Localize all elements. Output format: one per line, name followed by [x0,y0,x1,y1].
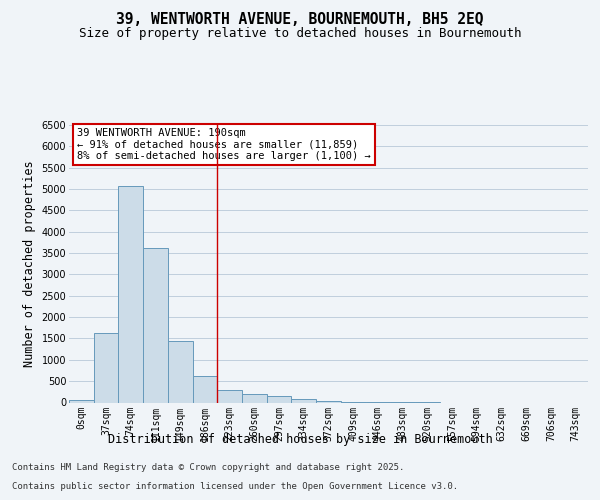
Bar [193,376,217,402]
Bar [143,248,168,402]
Bar [217,390,242,402]
Bar [316,401,341,402]
Text: Size of property relative to detached houses in Bournemouth: Size of property relative to detached ho… [79,28,521,40]
Bar [168,342,193,402]
Bar [292,399,316,402]
Text: Contains HM Land Registry data © Crown copyright and database right 2025.: Contains HM Land Registry data © Crown c… [12,464,404,472]
Bar [94,334,118,402]
Bar [267,396,292,402]
Text: 39 WENTWORTH AVENUE: 190sqm
← 91% of detached houses are smaller (11,859)
8% of : 39 WENTWORTH AVENUE: 190sqm ← 91% of det… [77,128,371,161]
Bar [69,400,94,402]
Bar [242,394,267,402]
Text: 39, WENTWORTH AVENUE, BOURNEMOUTH, BH5 2EQ: 39, WENTWORTH AVENUE, BOURNEMOUTH, BH5 2… [116,12,484,28]
Text: Distribution of detached houses by size in Bournemouth: Distribution of detached houses by size … [107,432,493,446]
Bar [118,186,143,402]
Text: Contains public sector information licensed under the Open Government Licence v3: Contains public sector information licen… [12,482,458,491]
Y-axis label: Number of detached properties: Number of detached properties [23,160,36,367]
